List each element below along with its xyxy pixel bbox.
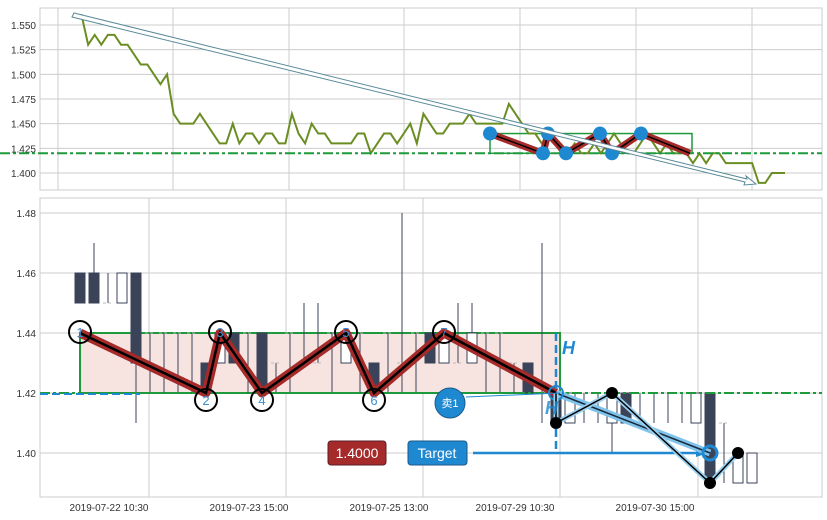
pivot-dot (559, 146, 573, 161)
candle (397, 213, 407, 393)
price-label-box: 1.4000 (327, 440, 387, 466)
x-tick-label: 2019-07-25 13:00 (350, 503, 429, 514)
candle (88, 243, 100, 304)
pivot-circle (194, 388, 218, 412)
wave-point (732, 447, 744, 459)
h-label-bottom: H (545, 398, 559, 418)
pivot-label: 7 (440, 325, 447, 340)
pivot-circle (68, 320, 92, 344)
pivot-dot (536, 146, 550, 161)
candle (746, 452, 758, 484)
pivot-circle (208, 320, 232, 344)
x-tick-label: 2019-07-23 15:00 (210, 503, 289, 514)
h-label-top: H (562, 338, 576, 358)
y-tick-label: 1.475 (11, 95, 36, 106)
candle-body-bull (564, 392, 576, 424)
y-tick-label: 1.550 (11, 21, 36, 32)
pivot-label: 3 (216, 325, 223, 340)
candle (159, 332, 169, 393)
x-tick-label: 2019-07-29 10:30 (476, 503, 555, 514)
candle (411, 332, 421, 393)
candle (481, 332, 491, 393)
candle-body-bear (88, 272, 100, 304)
pivot-circle (250, 388, 274, 412)
pivot-dot (593, 126, 607, 141)
pivot-circle (432, 320, 456, 344)
label-layer: 1.4000 Target 卖1 H H (327, 338, 576, 466)
zigzag-line (79, 329, 557, 396)
candle-body-bull (690, 392, 702, 424)
candle-body-bear (704, 392, 716, 484)
pivot-label: 6 (370, 393, 377, 408)
pivot-label: 1 (76, 325, 83, 340)
candle (690, 392, 702, 424)
candle (704, 392, 716, 484)
candle (719, 422, 729, 483)
trend-arrow (71, 12, 758, 186)
pivot-label: 4 (258, 393, 265, 408)
y-tick-label: 1.450 (11, 120, 36, 131)
target-label: Target (418, 445, 457, 461)
candle (285, 332, 295, 393)
x-tick-label: 2019-07-30 15:00 (616, 503, 695, 514)
x-tick-label: 2019-07-22 10:30 (70, 503, 149, 514)
candle-body-bear (74, 272, 86, 304)
y-tick-label: 1.42 (17, 389, 37, 400)
y-tick-label: 1.400 (11, 169, 36, 180)
candle (243, 332, 253, 393)
price-label: 1.4000 (336, 445, 379, 461)
pivot-label: 5 (342, 325, 349, 340)
wave-point (606, 387, 618, 399)
pivot-circle (334, 320, 358, 344)
candle-body-bull (116, 272, 128, 304)
sell-signal-marker: 卖1 (434, 387, 561, 419)
candle-body-bear (130, 272, 142, 364)
candle (116, 272, 128, 304)
candle (74, 272, 86, 304)
pivot-dot (634, 126, 648, 141)
target-label-box: Target (407, 440, 468, 466)
y-tick-label: 1.48 (17, 209, 37, 220)
candle (103, 273, 113, 304)
candle (453, 303, 463, 364)
bottom-panel: 1.40 1.42 1.44 1.46 1.48 2019-07-22 10:30 2019… (17, 197, 823, 514)
y-tick-label: 1.525 (11, 46, 36, 57)
pivot-dot (483, 126, 497, 141)
target-point (701, 444, 719, 462)
y-tick-label: 1.40 (17, 449, 37, 460)
y-tick-label: 1.425 (11, 144, 36, 155)
sell-label: 卖1 (441, 397, 458, 410)
pivot-circle (362, 388, 386, 412)
y-tick-label: 1.46 (17, 269, 37, 280)
pivot-label: 2 (202, 393, 209, 408)
y-tick-label: 1.44 (17, 329, 37, 340)
candle-body-bull (746, 452, 758, 484)
wave-point (550, 417, 562, 429)
wave-point (704, 477, 716, 489)
top-panel: 1.400 1.425 1.450 1.475 1.500 1.525 1.550 (0, 7, 823, 191)
y-tick-label: 1.500 (11, 70, 36, 81)
projection-line (555, 392, 711, 454)
